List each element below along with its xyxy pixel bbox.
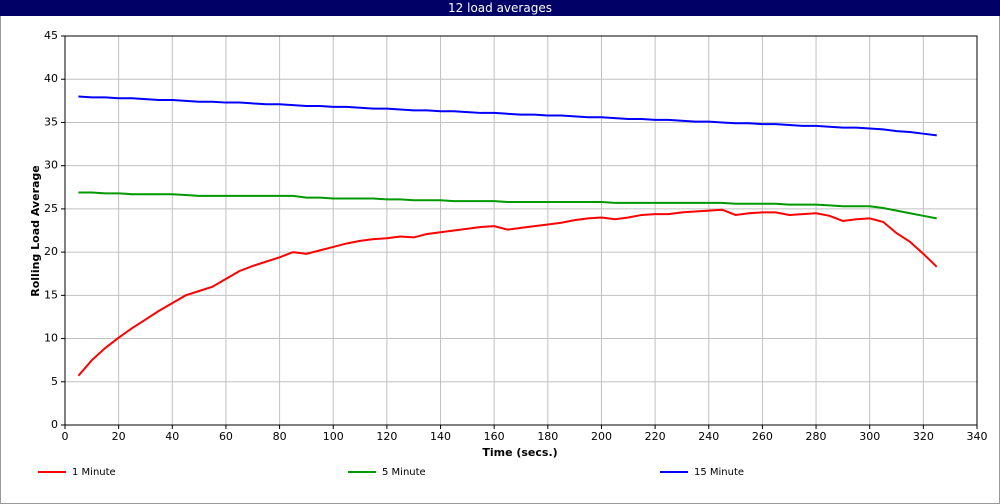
title-bar [0,0,1000,16]
y-tick-label: 10 [44,332,58,345]
x-tick-label: 100 [323,430,344,443]
plot-area [65,36,977,425]
legend-label: 5 Minute [382,467,426,478]
plot-border [64,35,978,426]
x-tick-label: 60 [219,430,233,443]
y-tick-label: 25 [44,202,58,215]
x-tick-label: 180 [537,430,558,443]
series-line [78,191,937,220]
x-tick-label: 140 [430,430,451,443]
x-tick-label: 240 [698,430,719,443]
x-tick-label: 160 [484,430,505,443]
y-tick-label: 0 [51,418,58,431]
y-tick-label: 30 [44,159,58,172]
legend-label: 1 Minute [72,467,116,478]
series-line [77,208,938,377]
x-tick-label: 220 [645,430,666,443]
legend-label: 15 Minute [694,467,744,478]
x-tick-label: 80 [273,430,287,443]
y-tick-label: 45 [44,29,58,42]
x-tick-label: 320 [913,430,934,443]
y-tick-label: 20 [44,245,58,258]
x-axis-title: Time (secs.) [482,446,557,459]
x-tick-label: 300 [859,430,880,443]
series-line [78,95,937,137]
x-tick-label: 340 [967,430,988,443]
chart-title: 12 load averages [448,1,552,15]
x-tick-label: 20 [112,430,126,443]
x-tick-label: 260 [752,430,773,443]
x-tick-label: 0 [62,430,69,443]
x-tick-label: 120 [376,430,397,443]
x-tick-label: 40 [165,430,179,443]
x-tick-label: 200 [591,430,612,443]
y-tick-label: 5 [51,375,58,388]
y-tick-label: 40 [44,72,58,85]
y-tick-label: 15 [44,288,58,301]
y-tick-label: 35 [44,115,58,128]
y-axis-title: Rolling Load Average [29,165,42,297]
x-tick-label: 280 [806,430,827,443]
